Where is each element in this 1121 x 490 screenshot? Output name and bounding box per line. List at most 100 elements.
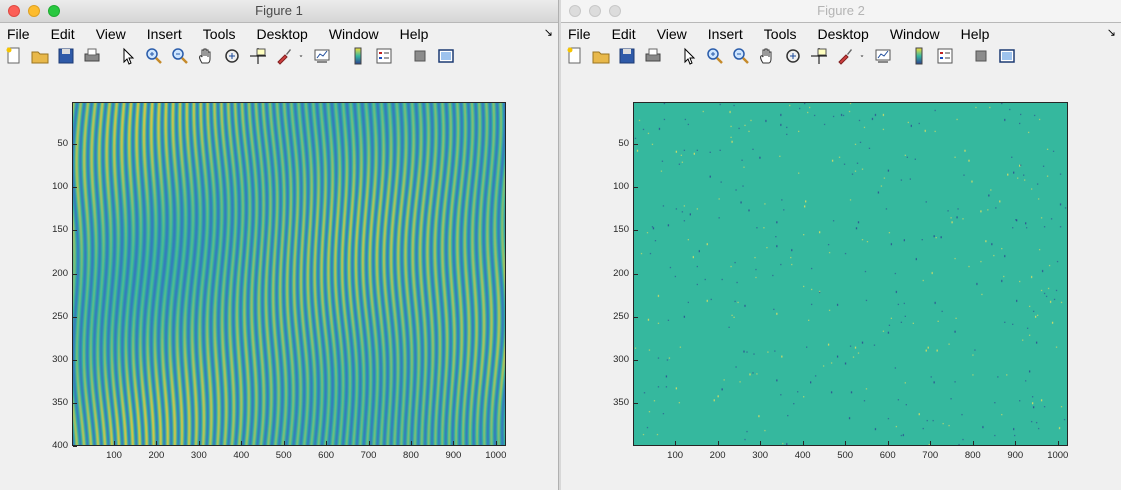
menu-bar: File Edit View Insert Tools Desktop Wind…: [0, 23, 558, 44]
data-cursor-icon[interactable]: [809, 46, 829, 66]
menu-tools[interactable]: Tools: [202, 25, 236, 42]
rotate-3d-icon[interactable]: [222, 46, 242, 66]
y-tick-label: 100: [52, 181, 68, 193]
x-tick-mark: [972, 441, 974, 445]
link-plot-icon[interactable]: [312, 46, 332, 66]
x-tick-label: 500: [837, 450, 854, 461]
menu-insert[interactable]: Insert: [707, 25, 743, 42]
close-window-button[interactable]: [569, 5, 581, 17]
print-icon[interactable]: [82, 46, 102, 66]
menu-file[interactable]: File: [7, 25, 30, 42]
x-tick-mark: [114, 441, 115, 445]
x-tick-label: 200: [148, 450, 165, 461]
y-tick-mark: [634, 273, 638, 275]
x-tick-label: 1000: [1047, 450, 1069, 461]
x-tick-label: 100: [106, 450, 122, 461]
colorbar-icon[interactable]: [348, 46, 368, 66]
x-tick-mark: [156, 441, 158, 445]
menu-tools[interactable]: Tools: [763, 25, 797, 42]
menu-file[interactable]: File: [568, 25, 591, 42]
open-file-icon[interactable]: [30, 46, 50, 66]
zoom-window-button[interactable]: [609, 5, 621, 17]
hide-plot-tools-icon[interactable]: [971, 46, 991, 66]
y-tick-mark: [634, 359, 638, 361]
y-tick-mark: [634, 316, 638, 318]
x-tick-mark: [453, 441, 455, 445]
save-icon[interactable]: [617, 46, 637, 66]
show-plot-tools-icon[interactable]: [436, 46, 456, 66]
x-tick-mark: [368, 441, 370, 445]
y-tick-mark: [634, 144, 638, 146]
fringe-image: [73, 103, 505, 445]
menu-edit[interactable]: Edit: [611, 25, 636, 42]
x-tick-mark: [1057, 441, 1059, 445]
window-title: Figure 1: [255, 3, 303, 18]
menu-desktop[interactable]: Desktop: [256, 25, 308, 42]
new-figure-icon[interactable]: [4, 46, 24, 66]
y-tick-label: 150: [613, 224, 629, 236]
menu-help[interactable]: Help: [960, 25, 990, 42]
dock-figure-icon[interactable]: ↘: [543, 27, 553, 39]
x-tick-mark: [410, 441, 412, 445]
x-tick-label: 100: [667, 450, 684, 461]
title-bar[interactable]: Figure 1: [0, 0, 558, 23]
legend-icon[interactable]: [374, 46, 394, 66]
colorbar-icon[interactable]: [909, 46, 929, 66]
x-tick-label: 900: [1007, 450, 1024, 461]
menu-help[interactable]: Help: [399, 25, 429, 42]
brush-icon[interactable]: [835, 46, 855, 66]
x-tick-label: 200: [709, 450, 726, 461]
y-tick-mark: [73, 144, 77, 146]
image-axes[interactable]: [633, 102, 1068, 446]
menu-desktop[interactable]: Desktop: [817, 25, 869, 42]
minimize-window-button[interactable]: [589, 5, 601, 17]
minimize-window-button[interactable]: [28, 5, 40, 17]
menu-view[interactable]: View: [95, 25, 126, 42]
menu-bar: File Edit View Insert Tools Desktop Wind…: [561, 23, 1121, 44]
menu-insert[interactable]: Insert: [146, 25, 182, 42]
x-tick-label: 600: [318, 450, 335, 461]
show-plot-tools-icon[interactable]: [997, 46, 1017, 66]
plot-area: 50 100 150 200 250 300 350 400 100 200 300 400 500 60…: [0, 68, 558, 490]
y-tick-mark: [73, 187, 77, 189]
legend-icon[interactable]: [935, 46, 955, 66]
close-window-button[interactable]: [8, 5, 20, 17]
new-figure-icon[interactable]: [565, 46, 585, 66]
hide-plot-tools-icon[interactable]: [410, 46, 430, 66]
open-file-icon[interactable]: [591, 46, 611, 66]
zoom-in-icon[interactable]: [144, 46, 164, 66]
link-plot-icon[interactable]: [873, 46, 893, 66]
menu-window[interactable]: Window: [889, 25, 940, 42]
pan-hand-icon[interactable]: [757, 46, 777, 66]
brush-dropdown-icon[interactable]: [857, 46, 867, 66]
speckle-image: [634, 103, 1067, 445]
print-icon[interactable]: [643, 46, 663, 66]
menu-view[interactable]: View: [656, 25, 687, 42]
x-tick-mark: [802, 441, 804, 445]
y-tick-label: 350: [52, 396, 68, 408]
pan-hand-icon[interactable]: [196, 46, 216, 66]
menu-edit[interactable]: Edit: [50, 25, 75, 42]
x-tick-mark: [495, 441, 497, 445]
edit-plot-arrow-icon[interactable]: [118, 46, 138, 66]
y-tick-label: 50: [618, 138, 629, 150]
title-bar[interactable]: Figure 2: [561, 0, 1121, 23]
brush-dropdown-icon[interactable]: [296, 46, 306, 66]
save-icon[interactable]: [56, 46, 76, 66]
rotate-3d-icon[interactable]: [783, 46, 803, 66]
x-tick-mark: [326, 441, 328, 445]
x-tick-label: 400: [233, 450, 250, 461]
data-cursor-icon[interactable]: [248, 46, 268, 66]
y-tick-label: 100: [613, 181, 629, 193]
zoom-window-button[interactable]: [48, 5, 60, 17]
y-tick-mark: [73, 273, 77, 275]
x-tick-mark: [930, 441, 932, 445]
zoom-out-icon[interactable]: [170, 46, 190, 66]
zoom-in-icon[interactable]: [705, 46, 725, 66]
menu-window[interactable]: Window: [328, 25, 379, 42]
zoom-out-icon[interactable]: [731, 46, 751, 66]
image-axes[interactable]: [72, 102, 506, 447]
brush-icon[interactable]: [274, 46, 294, 66]
dock-figure-icon[interactable]: ↘: [1106, 27, 1116, 39]
edit-plot-arrow-icon[interactable]: [679, 46, 699, 66]
